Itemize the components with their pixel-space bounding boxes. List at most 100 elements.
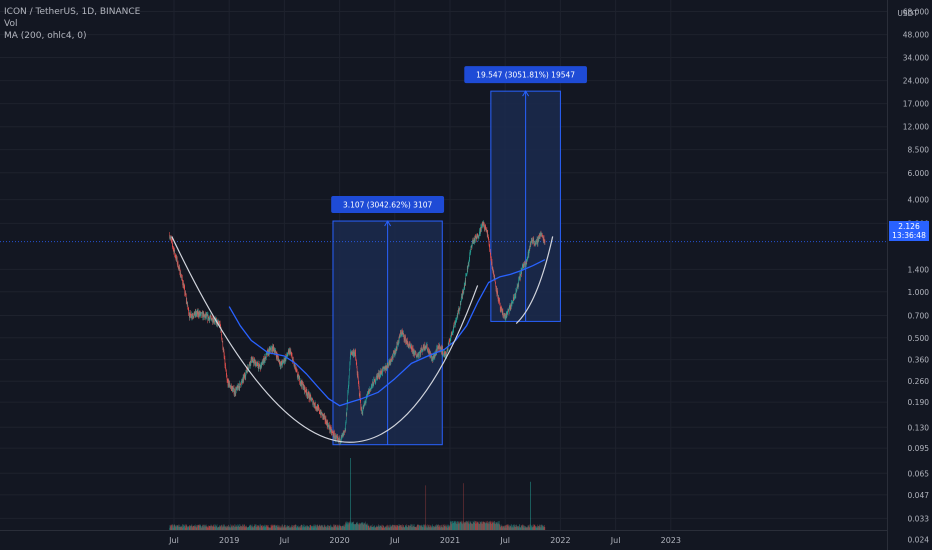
volume-bar <box>538 524 540 530</box>
volume-bar <box>410 524 412 530</box>
cup-curve-main[interactable] <box>171 236 479 443</box>
volume-bar <box>202 524 203 530</box>
volume-bar <box>465 522 466 530</box>
volume-bar <box>360 523 361 530</box>
volume-bar <box>240 526 241 530</box>
volume-bar <box>345 521 346 530</box>
volume-bar <box>499 527 501 530</box>
price-axis[interactable] <box>887 0 932 550</box>
volume-bar <box>522 527 524 530</box>
volume-bar <box>233 527 235 530</box>
volume-bar <box>369 527 371 530</box>
price-tick-label: 12.000 <box>903 123 929 132</box>
volume-bar <box>540 525 541 530</box>
volume-bar <box>175 525 177 530</box>
volume-bar <box>418 525 420 530</box>
volume-bar <box>244 527 246 530</box>
volume-bar <box>264 527 266 530</box>
volume-bar <box>205 525 206 530</box>
volume-bar <box>289 527 290 530</box>
volume-bar <box>347 522 348 530</box>
volume-bar <box>297 525 298 530</box>
volume-bar <box>340 526 342 530</box>
volume-bar <box>361 522 362 530</box>
volume-bar <box>455 521 457 530</box>
volume-bar <box>487 523 488 530</box>
volume-bar <box>499 523 500 530</box>
volume-bar <box>204 524 205 530</box>
volume-bar <box>425 526 426 530</box>
volume-bar <box>441 526 442 530</box>
volume-bar <box>289 527 291 530</box>
volume-bar <box>309 527 310 530</box>
time-axis[interactable] <box>0 530 887 550</box>
volume-bar <box>437 526 439 530</box>
volume-bar <box>276 525 277 530</box>
volume-bar <box>249 524 251 530</box>
volume-bar <box>320 525 322 530</box>
volume-bar <box>353 524 355 530</box>
volume-bar <box>337 525 339 530</box>
volume-bar <box>404 527 405 530</box>
volume-bar <box>380 525 381 530</box>
moving-average-label[interactable]: MA (200, ohlc4, 0) <box>4 31 87 41</box>
volume-bar <box>534 524 535 530</box>
volume-bar <box>240 525 241 530</box>
volume-bar <box>269 527 271 530</box>
volume-bar <box>382 527 384 530</box>
volume-bar <box>297 527 299 530</box>
volume-bar <box>408 525 410 530</box>
volume-bar <box>362 523 364 530</box>
volume-bar <box>380 525 382 530</box>
volume-bar <box>279 525 281 530</box>
volume-bar <box>356 522 357 530</box>
cup-curve-recent[interactable] <box>515 236 554 324</box>
volume-bar <box>225 527 226 530</box>
volume-bar <box>509 526 511 530</box>
volume-bar <box>420 524 422 530</box>
time-tick-label: Jul <box>389 536 400 545</box>
volume-bar <box>282 524 283 530</box>
volume-indicator-label[interactable]: Vol <box>4 19 18 29</box>
volume-bar <box>395 524 397 530</box>
volume-bar <box>477 522 478 530</box>
volume-bar <box>506 524 508 530</box>
volume-bar <box>170 524 172 530</box>
volume-bar <box>267 526 268 530</box>
measure-label-bg-2 <box>464 66 587 84</box>
volume-bar <box>210 526 211 530</box>
volume-bar <box>257 525 259 530</box>
volume-bar <box>490 523 492 530</box>
symbol-title[interactable]: ICON / TetherUS, 1D, BINANCE <box>4 7 141 17</box>
volume-bar <box>397 524 398 530</box>
volume-bar <box>483 522 485 530</box>
volume-bar <box>361 522 363 530</box>
volume-bar <box>206 527 207 530</box>
volume-bar <box>316 525 318 530</box>
volume-bar <box>224 525 225 530</box>
volume-bar <box>322 526 323 530</box>
volume-bar <box>265 526 267 530</box>
volume-bar <box>509 524 510 530</box>
volume-bar <box>243 527 245 530</box>
volume-bar <box>354 524 356 530</box>
volume-bar <box>383 525 384 530</box>
volume-bar <box>214 526 216 530</box>
volume-bar <box>478 523 479 530</box>
volume-bar <box>331 526 332 530</box>
volume-bar <box>325 526 326 530</box>
volume-bar <box>456 521 458 530</box>
volume-bar <box>435 525 436 530</box>
volume-bar <box>404 527 406 530</box>
volume-bar <box>501 525 502 530</box>
volume-bar <box>330 527 332 530</box>
volume-bar <box>502 525 504 530</box>
volume-bar <box>410 524 411 530</box>
volume-bar <box>250 527 252 530</box>
moving-average-line <box>228 259 546 407</box>
volume-bar <box>232 525 234 530</box>
volume-bar <box>346 521 347 530</box>
volume-bar <box>355 524 356 530</box>
volume-bar <box>515 525 516 530</box>
